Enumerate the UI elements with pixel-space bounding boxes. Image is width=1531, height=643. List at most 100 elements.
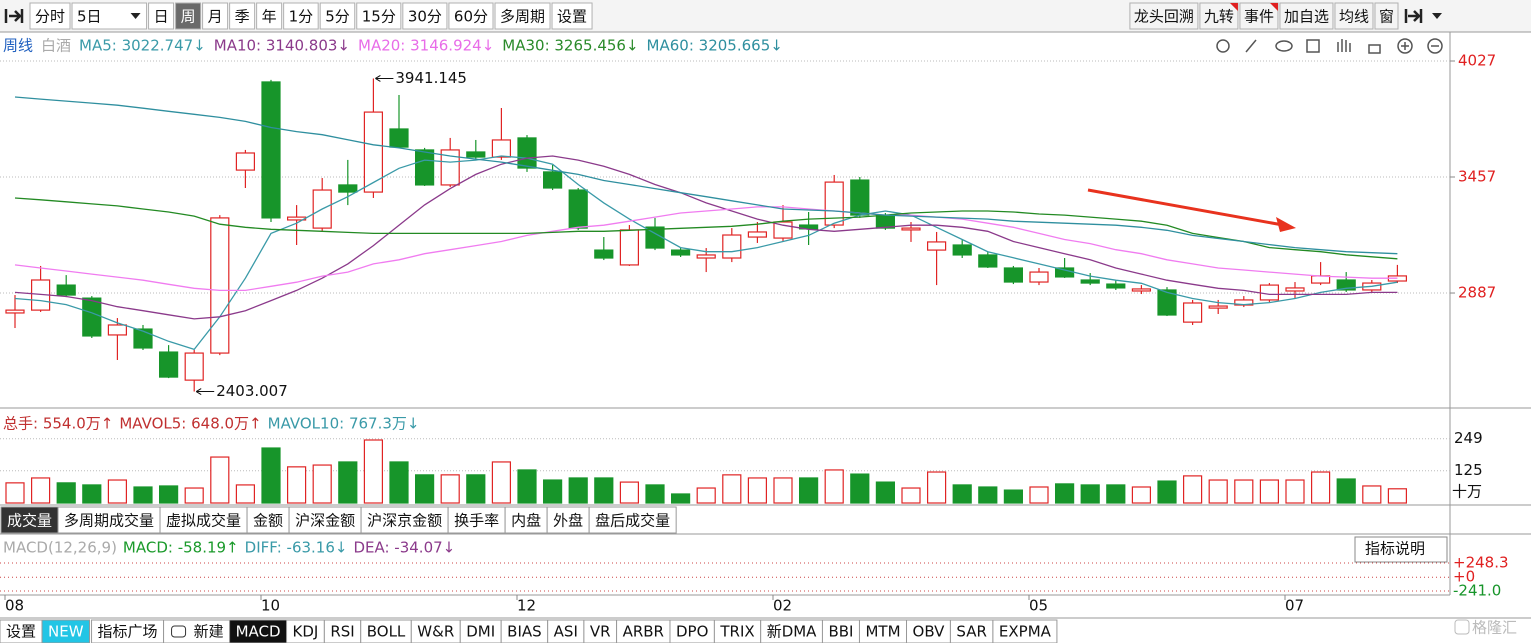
indicator-tab[interactable]	[159, 506, 248, 534]
toolbar-button[interactable]	[175, 2, 202, 30]
dropdown-icon[interactable]	[1432, 13, 1442, 19]
toolbar-button[interactable]	[229, 2, 256, 30]
bottom-tab-label[interactable]: EXPMA	[999, 623, 1052, 641]
bottom-tab-label[interactable]: 指标广场	[98, 623, 158, 641]
toolbar-button-label[interactable]: 多周期	[500, 8, 545, 26]
bottom-tab[interactable]	[992, 619, 1058, 643]
bottom-tab-label[interactable]: 新DMA	[767, 623, 817, 641]
toolbar-button-label[interactable]: 5分	[325, 8, 350, 26]
toolbar-button[interactable]	[448, 2, 494, 30]
indicator-tab[interactable]	[246, 506, 290, 534]
zoom-out-icon[interactable]	[1427, 38, 1443, 54]
toolbar-button[interactable]	[29, 2, 71, 30]
volume-bar	[1336, 478, 1356, 504]
toolbar-button-label[interactable]: 月	[208, 8, 223, 26]
toolbar-button-label[interactable]: 5日	[77, 8, 102, 26]
toolbar-button[interactable]	[148, 2, 175, 30]
volume-bar	[184, 487, 204, 504]
toolbar-button[interactable]	[319, 2, 356, 30]
bottom-tab-label[interactable]: 设置	[6, 623, 36, 641]
bottom-tab-label[interactable]: DPO	[676, 623, 708, 641]
indicator-tab-label[interactable]: 内盘	[511, 512, 541, 530]
bottom-tab-label[interactable]: W&R	[417, 623, 454, 641]
toolbar-button-label[interactable]: 窗	[1379, 8, 1394, 26]
nav-icon[interactable]	[1404, 9, 1423, 23]
bottom-tab-label[interactable]: OBV	[913, 623, 946, 641]
eye-icon[interactable]	[1275, 40, 1293, 52]
indicator-tab-label[interactable]: 成交量	[7, 512, 52, 530]
x-tick-label: 07	[1285, 597, 1304, 615]
indicator-tab-label[interactable]: 多周期成交量	[64, 512, 154, 530]
bottom-tab-label[interactable]: DMI	[466, 623, 495, 641]
bottom-tab-label[interactable]: 新建	[194, 623, 224, 641]
bottom-tab-label[interactable]: MTM	[865, 623, 900, 641]
toolbar-button[interactable]	[551, 2, 593, 30]
toolbar-button[interactable]	[1279, 2, 1334, 30]
toolbar-button-label[interactable]: 年	[262, 8, 277, 26]
box-icon[interactable]	[1306, 39, 1320, 53]
toolbar-button-label[interactable]: 九转	[1204, 8, 1234, 26]
toolbar-button-label[interactable]: 15分	[362, 8, 396, 26]
nav-icon[interactable]	[4, 9, 24, 23]
bottom-tab[interactable]	[41, 619, 91, 643]
toolbar-button-label[interactable]: 30分	[408, 8, 442, 26]
toolbar-button-label[interactable]: 日	[154, 8, 169, 26]
bottom-tab-label[interactable]: NEW	[48, 623, 84, 641]
bottom-tab-label[interactable]: TRIX	[719, 623, 754, 641]
toolbar-button[interactable]	[1334, 2, 1374, 30]
indicator-tab-label[interactable]: 金额	[253, 512, 283, 530]
toolbar-button-label[interactable]: 设置	[557, 8, 587, 26]
volume-bar	[210, 456, 230, 504]
toolbar-button[interactable]	[1374, 2, 1399, 30]
lock-icon[interactable]	[1368, 44, 1381, 54]
dropdown-icon[interactable]	[130, 13, 141, 19]
toolbar-button[interactable]	[1239, 2, 1279, 30]
toolbar-button[interactable]	[356, 2, 402, 30]
bottom-tab-label[interactable]: BBI	[828, 623, 853, 641]
toolbar-button-label[interactable]: 事件	[1244, 8, 1274, 26]
bottom-tab-label[interactable]: VR	[590, 623, 611, 641]
bottom-tab-label[interactable]: ARBR	[623, 623, 664, 641]
toolbar-button[interactable]	[256, 2, 283, 30]
candle-body	[1131, 288, 1152, 292]
toolbar-button[interactable]	[202, 2, 229, 30]
toolbar-button-label[interactable]: 周	[181, 8, 196, 26]
indicator-tab-label[interactable]: 沪深金额	[295, 512, 355, 530]
toolbar-button-label[interactable]: 1分	[289, 8, 314, 26]
toolbar-button-label[interactable]: 加自选	[1284, 8, 1329, 26]
pen-icon[interactable]	[1245, 39, 1257, 53]
indicator-tab[interactable]	[504, 506, 548, 534]
indicator-tab-label[interactable]: 沪深京金额	[367, 512, 442, 530]
toolbar-button-label[interactable]: 龙头回溯	[1134, 8, 1194, 26]
toolbar-button[interactable]	[494, 2, 551, 30]
gear-icon[interactable]	[1216, 39, 1230, 53]
toolbar-button-label[interactable]: 分时	[35, 8, 65, 26]
toolbar-button[interactable]	[1199, 2, 1239, 30]
toolbar-button[interactable]	[402, 2, 448, 30]
bottom-tab-label[interactable]: KDJ	[293, 623, 319, 641]
help-button[interactable]	[1354, 536, 1448, 563]
indicator-tab-label[interactable]: 盘后成交量	[595, 512, 670, 530]
help-button-label[interactable]: 指标说明	[1365, 540, 1425, 558]
bottom-tab-label[interactable]: MACD	[236, 623, 281, 641]
toolbar-button[interactable]	[283, 2, 319, 30]
hand-icon[interactable]	[1337, 39, 1351, 52]
bottom-tab-label[interactable]: BOLL	[367, 623, 406, 641]
toolbar-button-label[interactable]: 60分	[454, 8, 488, 26]
toolbar-button-label[interactable]: 均线	[1339, 8, 1369, 26]
indicator-tab[interactable]	[588, 506, 677, 534]
indicator-tab-label[interactable]: 换手率	[454, 512, 499, 530]
zoom-in-icon[interactable]	[1397, 38, 1413, 54]
indicator-tab-label[interactable]: 外盘	[553, 512, 583, 530]
zoom-in-icon[interactable]	[1401, 42, 1409, 50]
toolbar-button-label[interactable]: 季	[235, 8, 250, 26]
bottom-tab-label[interactable]: SAR	[956, 623, 986, 641]
indicator-tab[interactable]	[0, 506, 59, 534]
bottom-tab-label[interactable]: RSI	[330, 623, 354, 641]
bottom-tab-label[interactable]: ASI	[554, 623, 578, 641]
indicator-tab-label[interactable]: 虚拟成交量	[166, 512, 241, 530]
indicator-tab[interactable]	[546, 506, 590, 534]
bottom-tab-label[interactable]: BIAS	[507, 623, 542, 641]
indicator-tab[interactable]	[360, 506, 449, 534]
toolbar-button[interactable]	[1129, 2, 1199, 30]
